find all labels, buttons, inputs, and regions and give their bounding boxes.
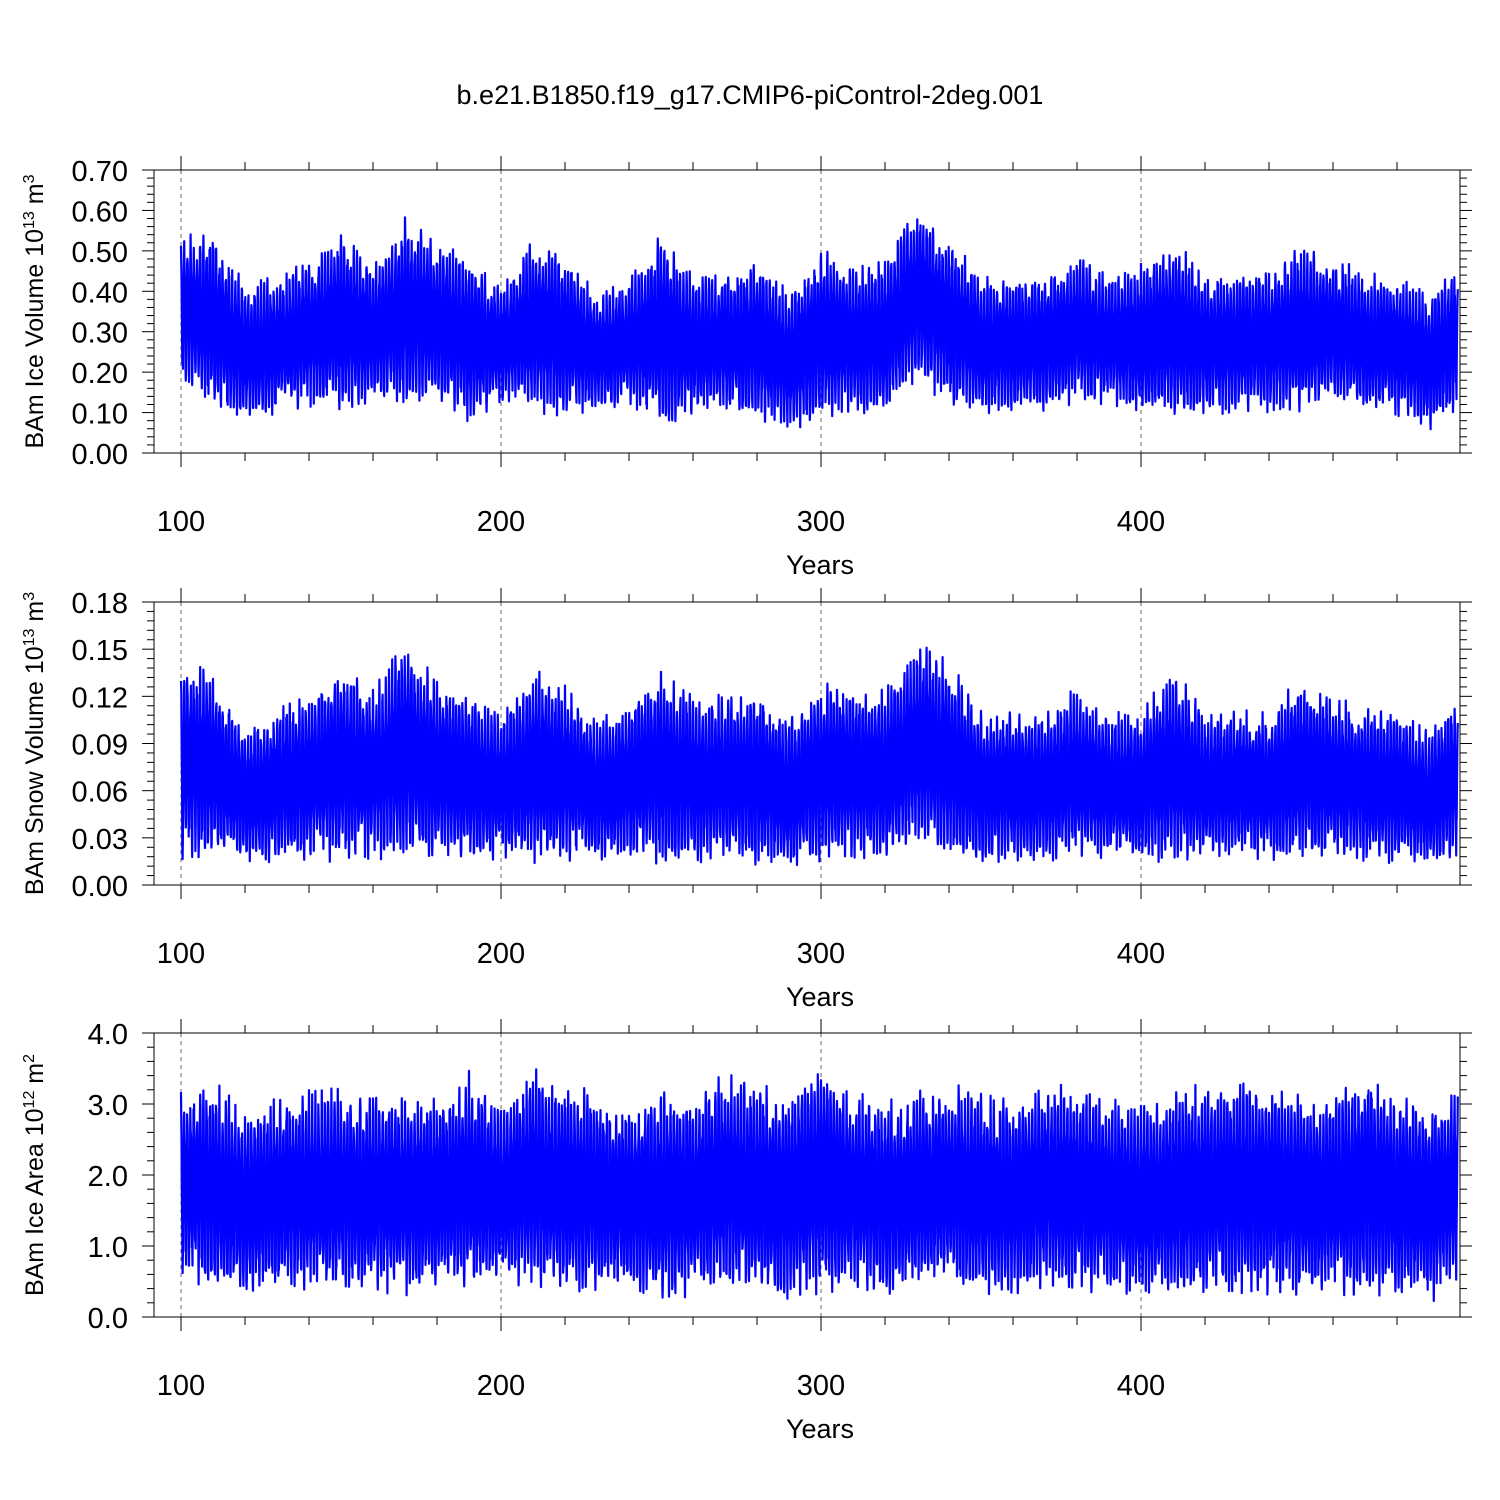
y-tick-label: 0.0: [88, 1303, 128, 1335]
y-tick-label: 0.60: [72, 196, 128, 228]
y-axis-label: BAm Snow Volume 1013 m3: [21, 592, 49, 895]
y-tick-label: 0.15: [72, 635, 128, 667]
y-tick-label: 0.06: [72, 777, 128, 809]
x-tick-label: 100: [157, 938, 205, 970]
y-tick-label: 1.0: [88, 1232, 128, 1264]
y-tick-label: 4.0: [88, 1019, 128, 1051]
series-line: [179, 216, 1459, 431]
x-tick-label: 300: [797, 938, 845, 970]
x-tick-label: 200: [477, 506, 525, 538]
y-tick-label: 0.50: [72, 237, 128, 269]
panel-ice-area: 0.0 1.0 2.0 3.0 4.0 100 200 300 400 Years BAm Ice …: [21, 1019, 1472, 1444]
series-line: [179, 1068, 1459, 1303]
series-line: [179, 646, 1459, 867]
x-tick-label: 300: [797, 506, 845, 538]
x-tick-label: 200: [477, 938, 525, 970]
y-tick-label: 0.18: [72, 588, 128, 620]
x-tick-label: 200: [477, 1370, 525, 1402]
y-tick-label: 0.20: [72, 358, 128, 390]
y-tick-label: 0.10: [72, 399, 128, 431]
y-tick-label: 0.00: [72, 871, 128, 903]
y-tick-label: 0.70: [72, 156, 128, 188]
x-tick-label: 400: [1117, 506, 1165, 538]
panel-snow-volume: 0.00 0.03 0.06 0.09 0.12 0.15 0.18 100 200 300 400…: [21, 588, 1472, 1012]
panel-ice-volume: 0.00 0.10 0.20 0.30 0.40 0.50 0.60 0.70 100 200 30…: [21, 156, 1472, 580]
y-tick-label: 0.09: [72, 730, 128, 762]
x-axis-label: Years: [786, 982, 854, 1012]
y-axis-label: BAm Ice Area 1012 m2: [21, 1054, 49, 1296]
x-tick-label: 100: [157, 1370, 205, 1402]
plot-frame: [153, 169, 1461, 454]
x-tick-label: 100: [157, 506, 205, 538]
y-tick-label: 0.12: [72, 682, 128, 714]
y-tick-label: 0.40: [72, 277, 128, 309]
y-tick-label: 3.0: [88, 1090, 128, 1122]
x-axis-label: Years: [786, 1414, 854, 1444]
y-tick-label: 0.30: [72, 318, 128, 350]
y-tick-label: 0.03: [72, 824, 128, 856]
x-tick-label: 400: [1117, 938, 1165, 970]
page-title: b.e21.B1850.f19_g17.CMIP6-piControl-2deg…: [456, 80, 1044, 110]
y-tick-label: 0.00: [72, 439, 128, 471]
x-tick-label: 400: [1117, 1370, 1165, 1402]
y-tick-label: 2.0: [88, 1161, 128, 1193]
x-tick-label: 300: [797, 1370, 845, 1402]
y-axis-label: BAm Ice Volume 1013 m3: [21, 174, 49, 448]
x-axis-label: Years: [786, 550, 854, 580]
